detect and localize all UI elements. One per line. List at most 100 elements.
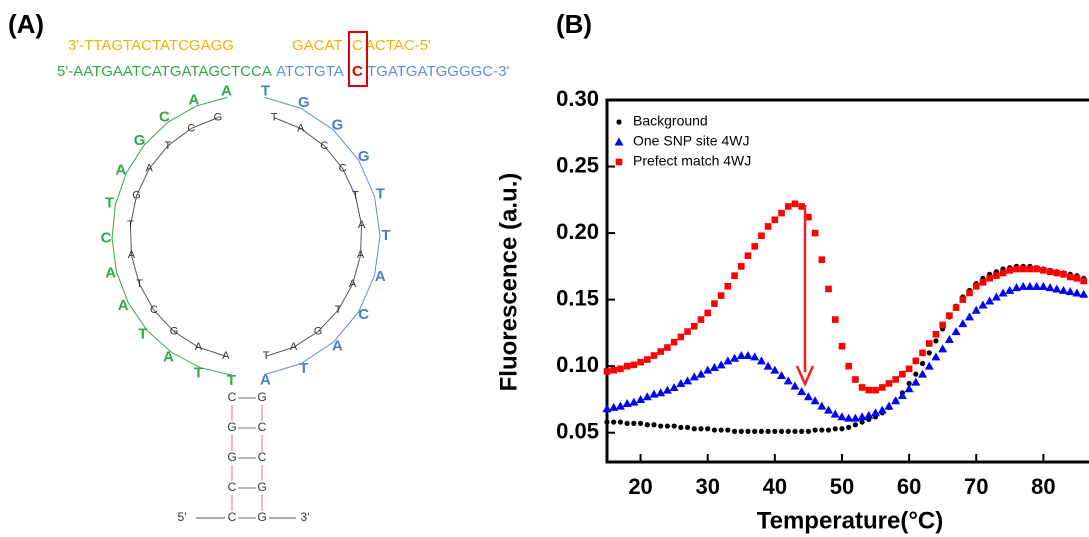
point [1013, 265, 1020, 273]
point [756, 356, 766, 365]
point [791, 200, 799, 208]
point [946, 312, 953, 319]
point [1052, 284, 1062, 293]
point [690, 322, 698, 330]
point [783, 376, 793, 385]
y-axis-title: Fluorescence (a.u.) [495, 173, 522, 392]
stem-base: C [228, 390, 237, 404]
plot-frame [605, 98, 1089, 464]
x-tick-label: 20 [628, 474, 652, 499]
bottom-strand: TGATGATGGGGC-3' [367, 63, 509, 80]
legend-label: One SNP site 4WJ [633, 133, 749, 149]
point [770, 365, 780, 374]
legend-label: Prefect match 4WJ [633, 153, 751, 169]
point [932, 330, 940, 338]
base: T [194, 364, 203, 381]
point [832, 426, 838, 432]
point [778, 428, 785, 434]
x-axis-title: Temperature(°C) [757, 507, 944, 534]
point [649, 389, 659, 398]
point [858, 384, 866, 391]
stem-base: G [227, 450, 236, 464]
point [617, 419, 624, 425]
point [651, 422, 657, 428]
base: A [297, 122, 305, 134]
base: G [298, 94, 310, 111]
point [697, 316, 705, 323]
point [824, 405, 834, 414]
point [958, 319, 968, 328]
point [784, 203, 792, 210]
point [718, 427, 724, 433]
point [698, 426, 704, 432]
point [617, 365, 624, 373]
point [723, 356, 733, 365]
y-tick-label: 0.25 [556, 152, 599, 177]
arrow-head [795, 365, 815, 388]
point [636, 394, 646, 403]
x-tick-label: 30 [695, 474, 719, 499]
point [884, 401, 894, 410]
point [864, 410, 874, 419]
point [857, 412, 867, 421]
point [906, 380, 912, 387]
base: C [320, 140, 328, 152]
base: A [290, 341, 298, 353]
strand-end-label: 5' [178, 510, 187, 524]
point [725, 427, 731, 433]
point [899, 370, 906, 378]
base: A [105, 264, 116, 281]
point [1059, 285, 1069, 294]
point [986, 275, 993, 282]
point [871, 408, 881, 417]
point [1038, 281, 1048, 290]
point [683, 376, 693, 385]
stem-base: G [257, 390, 266, 404]
point [965, 312, 975, 321]
base: G [314, 326, 323, 338]
point [771, 216, 779, 224]
point [637, 420, 644, 427]
point [799, 428, 805, 434]
point [877, 405, 887, 414]
point [662, 385, 672, 394]
point [1005, 285, 1015, 294]
base: T [261, 82, 270, 99]
point [678, 424, 684, 430]
point [737, 263, 745, 270]
point [637, 358, 644, 366]
y-tick-label: 0.10 [556, 352, 599, 377]
point [998, 288, 1008, 297]
point [839, 426, 845, 432]
base: A [189, 91, 200, 108]
point [1065, 287, 1075, 296]
point [1006, 267, 1014, 274]
point [939, 321, 946, 329]
point [750, 352, 760, 361]
point [743, 351, 753, 360]
point [609, 402, 619, 411]
point [772, 428, 778, 434]
point [999, 269, 1007, 277]
point [925, 340, 933, 347]
legend-label: Background [633, 113, 708, 129]
x-tick-label: 50 [830, 474, 854, 499]
point [938, 344, 948, 353]
base: T [164, 140, 171, 152]
point [919, 360, 926, 367]
point [931, 352, 941, 361]
point [1045, 283, 1055, 292]
base: A [260, 372, 271, 389]
point [1026, 265, 1034, 273]
point [758, 232, 765, 240]
bottom-strand: 5'-AATGAATCATGATAGCTCCA [57, 63, 272, 80]
point [630, 361, 638, 369]
stem-base: C [258, 420, 267, 434]
x-tick-label: 70 [964, 474, 988, 499]
point [959, 296, 967, 303]
point [643, 356, 651, 363]
point [933, 338, 939, 344]
point [837, 412, 847, 421]
